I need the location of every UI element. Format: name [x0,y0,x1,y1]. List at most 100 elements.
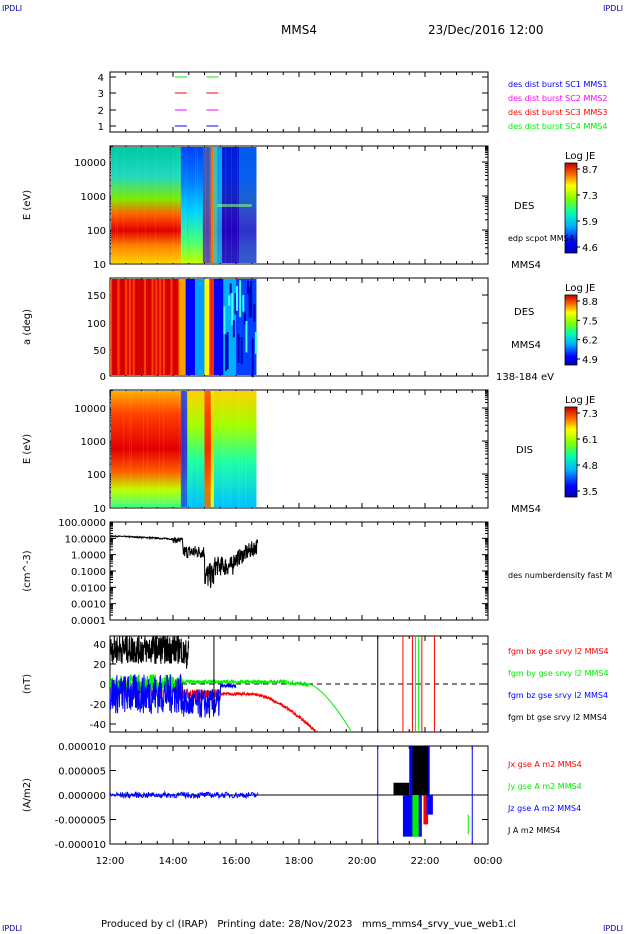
spectrogram-texture [129,391,130,507]
colorbar-title: Log JE [565,395,595,406]
spectrogram-texture [128,279,131,375]
y-tick-label: 0.0001 [71,616,106,627]
spectrogram-band [202,147,218,263]
spectrogram-texture [145,147,146,263]
spectrogram-texture [248,286,251,318]
spectrogram-texture [178,279,181,375]
spectrogram-texture [221,391,222,507]
fgm-bt-line [110,636,190,669]
spectrogram-texture [231,391,232,507]
des-pitch-sc-label: MMS4 [511,340,541,351]
spectrogram-texture [136,279,139,375]
colorbar-tick-label: 4.6 [582,243,598,254]
y-tick-label: 10.0000 [65,534,106,545]
y-tick-label: 0.1000 [71,567,106,578]
spectrogram-texture [123,147,124,263]
spectrogram-texture [179,391,180,507]
spectrogram-texture [229,391,230,507]
x-tick-label: 20:00 [348,856,377,867]
burst-legend-label: des dist burst SC1 MMS1 [508,80,607,89]
spectrogram-texture [143,391,144,507]
spectrogram-texture [147,279,150,375]
spectrogram-band [204,391,211,507]
spectrogram-band [217,204,252,207]
colorbar-tick-label: 8.7 [582,165,598,176]
spectrogram-texture [223,391,224,507]
dis-energy-ylabel: E (eV) [22,434,33,464]
spectrogram-texture [163,391,164,507]
spectrogram-texture [147,391,148,507]
spectrogram-texture [237,391,238,507]
spectrogram-texture [117,279,120,375]
spectrogram-band [180,391,188,507]
spectrogram-texture [159,391,160,507]
y-tick-label: 0.000000 [58,791,106,802]
spectrogram-texture [155,147,156,263]
spectrogram-texture [197,147,198,263]
y-tick-label: 1.0000 [71,551,106,562]
fgm-series-label: fgm bt gse srvy l2 MMS4 [508,713,607,722]
current-series-label: Jy gse A m2 MMS4 [507,782,582,791]
spectrogram-texture [234,293,237,315]
spectrogram-texture [117,147,118,263]
footer-text: Produced by cl (IRAP) Printing date: 28/… [101,919,516,930]
y-tick-label: 4 [98,73,104,84]
y-tick-label: 100 [87,470,106,481]
spectrogram-layer [110,147,578,507]
spectrogram-band [204,279,210,375]
spectrogram-texture [239,391,240,507]
spectrogram-texture [224,334,227,371]
corner-label-bottom-right: IPDLI [603,924,624,933]
fgm-by-line [110,674,353,732]
spectrogram-texture [179,147,180,263]
spectrogram-texture [213,147,214,263]
fgm-series-label: fgm bz gse srvy l2 MMS4 [508,691,608,700]
colorbar-tick-label: 6.1 [582,435,598,446]
spectrogram-texture [115,147,116,263]
spectrogram-band [179,279,186,375]
spectrogram-texture [229,283,232,294]
spectrogram-texture [237,333,240,363]
spectrogram-texture [253,304,256,322]
fgm-bz-line [110,674,237,718]
y-tick-label: 20 [93,660,106,671]
current-burst-band [423,795,429,825]
plot-canvas: 4 3 2 1 des dist burst SC1 MMS1 des dist burs… [22,71,612,867]
y-tick-label: 0 [100,680,106,691]
spectrogram-texture [211,391,212,507]
fgm-series-group [110,636,435,732]
des-energy-ylabel: E (eV) [22,190,33,220]
spectrogram-texture [242,294,245,312]
current-series-label: Jz gse A m2 MMS4 [507,804,581,813]
spectrogram-texture [110,279,112,375]
y-tick-label: 100 [87,226,106,237]
spectrogram-band [213,391,257,507]
colorbar-title: Log JE [565,151,595,162]
x-tick-label: 14:00 [159,856,188,867]
series-layer [109,76,488,844]
colorbar [564,406,578,498]
spectrogram-texture [245,391,246,507]
spectrogram-band [195,279,205,375]
des-energy-overlay-label: edp scpot MMS4 [508,234,574,243]
current-series-label: Jx gse A m2 MMS4 [507,760,582,769]
burst-legend-label: des dist burst SC4 MMS4 [508,122,607,131]
y-tick-label: 0.000010 [58,742,106,753]
spectrogram-texture [231,292,234,326]
density-ylabel: (cm^-3) [22,550,33,591]
y-tick-label: -20 [90,700,106,711]
plot-datetime: 23/Dec/2016 12:00 [428,23,544,37]
spectrogram-texture [247,280,250,295]
des-pitch-species-label: DES [514,307,534,318]
spectrogram-band [213,279,224,375]
spectrogram-texture [185,147,186,263]
spectrogram-texture [250,281,253,318]
colorbar-tick-label: 6.2 [582,336,598,347]
spectrogram-texture [162,279,165,375]
spectrogram-texture [239,280,242,318]
y-tick-label: 150 [87,291,106,302]
x-tick-label: 16:00 [222,856,251,867]
spectrogram-texture [232,320,235,338]
y-tick-label: 0 [100,372,106,383]
spectrogram-texture [137,147,138,263]
